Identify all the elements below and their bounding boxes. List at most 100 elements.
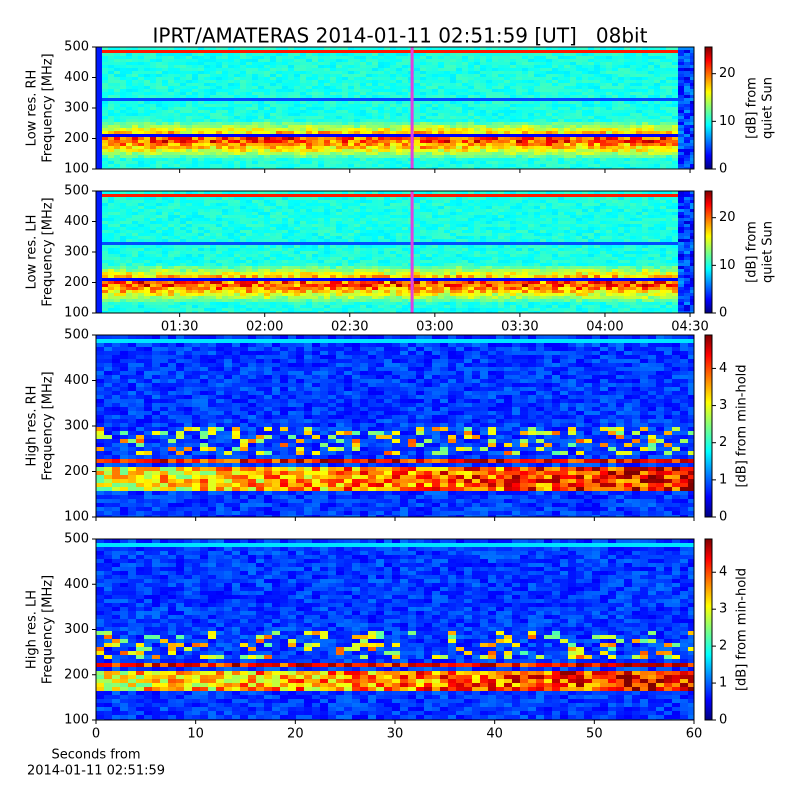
- spectrogram-cell: [264, 53, 270, 56]
- spectrogram-cell: [384, 98, 390, 101]
- spectrogram-cell: [126, 116, 132, 119]
- spectrogram-cell: [438, 191, 444, 194]
- spectrogram-cell: [564, 53, 570, 56]
- spectrogram-cell: [462, 161, 468, 164]
- spectrogram-cell: [108, 143, 114, 146]
- spectrogram-cell: [630, 98, 636, 101]
- spectrogram-cell: [150, 65, 156, 68]
- spectrogram-cell: [600, 212, 606, 215]
- spectrogram-cell: [324, 101, 330, 104]
- spectrogram-cell: [684, 125, 690, 128]
- spectrogram-cell: [312, 128, 318, 131]
- spectrogram-cell: [396, 83, 402, 86]
- spectrogram-cell: [630, 137, 636, 140]
- spectrogram-cell: [174, 137, 180, 140]
- spectrogram-cell: [480, 74, 486, 77]
- spectrogram-cell: [606, 98, 612, 101]
- spectrogram-cell: [450, 62, 456, 65]
- spectrogram-cell: [192, 110, 198, 113]
- spectrogram-cell: [144, 158, 150, 161]
- spectrogram-cell: [528, 209, 534, 212]
- spectrogram-cell: [162, 152, 168, 155]
- spectrogram-cell: [414, 77, 420, 80]
- spectrogram-cell: [336, 146, 342, 149]
- spectrogram-cell: [546, 140, 552, 143]
- spectrogram-cell: [474, 215, 480, 218]
- spectrogram-cell: [378, 89, 384, 92]
- spectrogram-cell: [342, 74, 348, 77]
- spectrogram-cell: [132, 101, 138, 104]
- spectrogram-cell: [474, 80, 480, 83]
- spectrogram-cell: [180, 167, 186, 169]
- spectrogram-cell: [186, 80, 192, 83]
- spectrogram-cell: [606, 95, 612, 98]
- spectrogram-cell: [162, 68, 168, 71]
- spectrogram-cell: [222, 203, 228, 206]
- spectrogram-cell: [678, 86, 684, 89]
- spectrogram-cell: [498, 107, 504, 110]
- spectrogram-cell: [576, 164, 582, 167]
- spectrogram-cell: [246, 107, 252, 110]
- spectrogram-cell: [222, 65, 228, 68]
- spectrogram-cell: [390, 80, 396, 83]
- spectrogram-cell: [570, 95, 576, 98]
- spectrogram-cell: [138, 47, 144, 50]
- spectrogram-cell: [144, 110, 150, 113]
- spectrogram-cell: [168, 128, 174, 131]
- spectrogram-cell: [540, 167, 546, 169]
- spectrogram-cell: [210, 86, 216, 89]
- spectrogram-cell: [654, 95, 660, 98]
- spectrogram-cell: [138, 71, 144, 74]
- spectrogram-cell: [258, 209, 264, 212]
- spectrogram-cell: [600, 77, 606, 80]
- spectrogram-cell: [372, 107, 378, 110]
- spectrogram-cell: [474, 62, 480, 65]
- spectrogram-cell: [432, 215, 438, 218]
- spectrogram-cell: [678, 104, 684, 107]
- spectrogram-cell: [498, 65, 504, 68]
- spectrogram-cell: [294, 128, 300, 131]
- spectrogram-cell: [390, 116, 396, 119]
- spectrogram-cell: [648, 149, 654, 152]
- spectrogram-cell: [324, 53, 330, 56]
- spectrogram-cell: [360, 215, 366, 218]
- spectrogram-cell: [132, 71, 138, 74]
- spectrogram-cell: [204, 107, 210, 110]
- spectrogram-cell: [246, 74, 252, 77]
- spectrogram-cell: [678, 50, 684, 53]
- spectrogram-cell: [318, 50, 324, 53]
- spectrogram-cell: [534, 113, 540, 116]
- spectrogram-cell: [174, 164, 180, 167]
- spectrogram-cell: [270, 53, 276, 56]
- spectrogram-cell: [162, 56, 168, 59]
- spectrogram-cell: [558, 107, 564, 110]
- spectrogram-cell: [678, 191, 684, 194]
- spectrogram-cell: [342, 194, 348, 197]
- spectrogram-cell: [642, 53, 648, 56]
- spectrogram-cell: [618, 149, 624, 152]
- spectrogram-cell: [240, 47, 246, 50]
- spectrogram-cell: [504, 140, 510, 143]
- spectrogram-cell: [162, 62, 168, 65]
- spectrogram-cell: [396, 110, 402, 113]
- spectrogram-cell: [594, 80, 600, 83]
- spectrogram-cell: [462, 209, 468, 212]
- spectrogram-cell: [510, 167, 516, 169]
- spectrogram-cell: [462, 215, 468, 218]
- spectrogram-cell: [588, 119, 594, 122]
- spectrogram-cell: [390, 140, 396, 143]
- spectrogram-cell: [288, 62, 294, 65]
- spectrogram-cell: [660, 110, 666, 113]
- spectrogram-cell: [384, 95, 390, 98]
- spectrogram-cell: [126, 197, 132, 200]
- spectrogram-cell: [210, 71, 216, 74]
- spectrogram-cell: [258, 143, 264, 146]
- spectrogram-cell: [618, 53, 624, 56]
- spectrogram-cell: [126, 74, 132, 77]
- spectrogram-cell: [498, 98, 504, 101]
- spectrogram-cell: [270, 158, 276, 161]
- spectrogram-cell: [132, 158, 138, 161]
- spectrogram-cell: [270, 194, 276, 197]
- spectrogram-cell: [264, 110, 270, 113]
- spectrogram-cell: [606, 86, 612, 89]
